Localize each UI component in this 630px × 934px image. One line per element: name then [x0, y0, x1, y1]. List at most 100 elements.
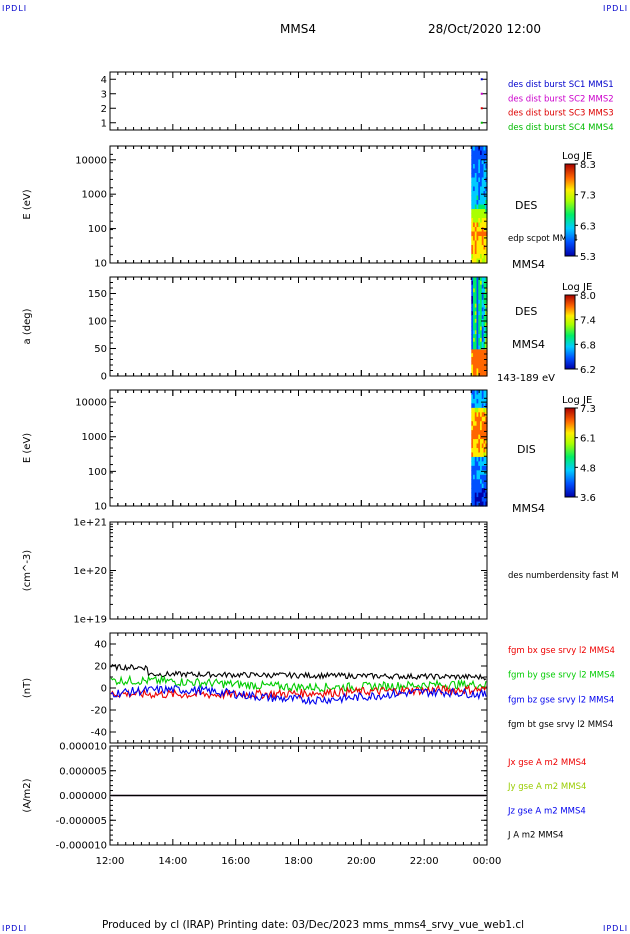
spectrogram-cell	[473, 303, 476, 309]
spectrogram-cell	[476, 213, 479, 219]
spectrogram-cell	[478, 461, 481, 467]
spectrogram-cell	[474, 159, 478, 165]
spectrogram-cell	[471, 483, 474, 489]
spectrogram-cell	[478, 315, 481, 320]
spectrogram-cell	[485, 222, 488, 228]
pitch-colorbar-tick-label: 6.2	[580, 365, 596, 376]
des-energy-y-tick-label: 10	[94, 259, 107, 270]
spectrogram-cell	[476, 492, 479, 498]
spectrogram-cell	[483, 416, 486, 422]
spectrogram-cell	[476, 307, 479, 312]
burst-legend-label: des dist burst SC4 MMS4	[508, 123, 614, 133]
spectrogram-cell	[480, 195, 483, 201]
spectrogram-cell	[478, 227, 481, 233]
spectrogram-cell	[476, 288, 479, 293]
time-axis-tick-label: 12:00	[96, 856, 125, 867]
spectrogram-cell	[481, 191, 485, 197]
spectrogram-cell	[478, 488, 481, 494]
spectrogram-cell	[480, 191, 483, 197]
spectrogram-cell	[471, 168, 474, 174]
spectrogram-cell	[481, 245, 485, 251]
spectrogram-cell	[476, 159, 479, 165]
spectrogram-cell	[483, 222, 486, 228]
spectrogram-cell	[473, 360, 476, 366]
spectrogram-cell	[473, 353, 476, 358]
spectrogram-cell	[471, 403, 474, 409]
spectrogram-cell	[474, 299, 478, 305]
spectrogram-cell	[481, 311, 485, 316]
spectrogram-cell	[480, 326, 483, 331]
spectrogram-cell	[471, 456, 474, 462]
spectrogram-cell	[473, 307, 476, 312]
density-y-tick-label: 1e+21	[73, 518, 107, 529]
bfield-legend-label: fgm by gse srvy l2 MMS4	[508, 671, 615, 681]
des-energy-y-tick-label: 100	[88, 224, 107, 235]
spectrogram-cell	[478, 470, 481, 476]
spectrogram-cell	[473, 345, 476, 350]
spectrogram-cell	[476, 394, 479, 400]
spectrogram-cell	[478, 425, 481, 431]
spectrogram-cell	[483, 483, 486, 489]
spectrogram-cell	[485, 277, 488, 282]
spectrogram-cell	[473, 204, 476, 210]
spectrogram-cell	[485, 439, 488, 445]
spectrogram-cell	[476, 456, 479, 462]
spectrogram-cell	[480, 345, 483, 350]
spectrogram-cell	[483, 349, 486, 354]
spectrogram-cell	[471, 349, 474, 354]
spectrogram-cell	[483, 390, 486, 396]
spectrogram-cell	[483, 146, 486, 152]
spectrogram-cell	[474, 240, 478, 246]
dis-energy-y-tick-label: 1000	[82, 432, 107, 443]
spectrogram-cell	[480, 403, 483, 409]
spectrogram-cell	[483, 353, 486, 358]
spectrogram-cell	[474, 407, 478, 413]
spectrogram-cell	[480, 288, 483, 293]
dis-panel-label: DIS	[517, 443, 536, 456]
spectrogram-cell	[485, 330, 488, 335]
spectrogram-cell	[480, 501, 483, 507]
spectrogram-cell	[473, 465, 476, 471]
spectrogram-cell	[476, 349, 479, 354]
spectrogram-cell	[485, 280, 488, 286]
spectrogram-cell	[474, 430, 478, 436]
spectrogram-cell	[474, 356, 478, 362]
spectrogram-cell	[483, 204, 486, 210]
spectrogram-cell	[474, 345, 478, 350]
spectrogram-cell	[481, 372, 485, 377]
spectrogram-cell	[480, 456, 483, 462]
pitch-colorbar-tick-label: 8.0	[580, 291, 596, 302]
spectrogram-cell	[478, 465, 481, 471]
burst-y-tick-label: 4	[101, 75, 107, 86]
spectrogram-cell	[471, 407, 474, 413]
spectrogram-cell	[478, 492, 481, 498]
spectrogram-cell	[471, 213, 474, 219]
spectrogram-cell	[481, 497, 485, 503]
spectrogram-cell	[481, 326, 485, 331]
spectrogram-cell	[480, 186, 483, 192]
spectrogram-cell	[483, 155, 486, 161]
spectrogram-cell	[481, 177, 485, 183]
time-axis-tick-label: 14:00	[158, 856, 187, 867]
spectrogram-cell	[481, 345, 485, 350]
spectrogram-cell	[478, 430, 481, 436]
spectrogram-cell	[485, 231, 488, 237]
spectrogram-cell	[483, 150, 486, 156]
spectrogram-cell	[480, 425, 483, 431]
spectrogram-cell	[481, 240, 485, 246]
spectrogram-cell	[473, 448, 476, 454]
spectrogram-cell	[473, 164, 476, 170]
spectrogram-cell	[474, 227, 478, 233]
spectrogram-cell	[474, 318, 478, 324]
spectrogram-cell	[471, 258, 474, 264]
spectrogram-cell	[483, 430, 486, 436]
spectrogram-cell	[481, 168, 485, 174]
spectrogram-cell	[478, 173, 481, 179]
dis-colorbar-tick-label: 7.3	[580, 404, 596, 415]
spectrogram-cell	[480, 168, 483, 174]
spectrogram-cell	[471, 479, 474, 485]
spectrogram-cell	[471, 497, 474, 503]
spectrogram-cell	[476, 299, 479, 305]
spectrogram-cell	[476, 416, 479, 422]
spectrogram-cell	[473, 209, 476, 215]
